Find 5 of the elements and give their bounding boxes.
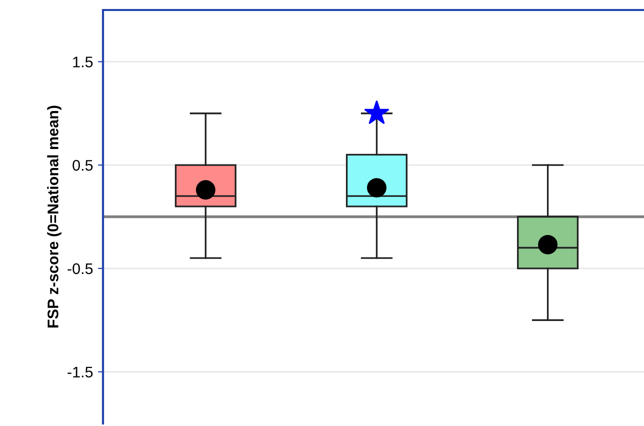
y-axis-title: FSP z-score (0=National mean) — [47, 106, 62, 328]
y-tick-label: 1.5 — [73, 56, 93, 68]
y-tick-label: -1.5 — [68, 366, 93, 378]
y-tick-label: -0.5 — [68, 263, 93, 274]
y-tick-label: 0.5 — [72, 160, 93, 171]
